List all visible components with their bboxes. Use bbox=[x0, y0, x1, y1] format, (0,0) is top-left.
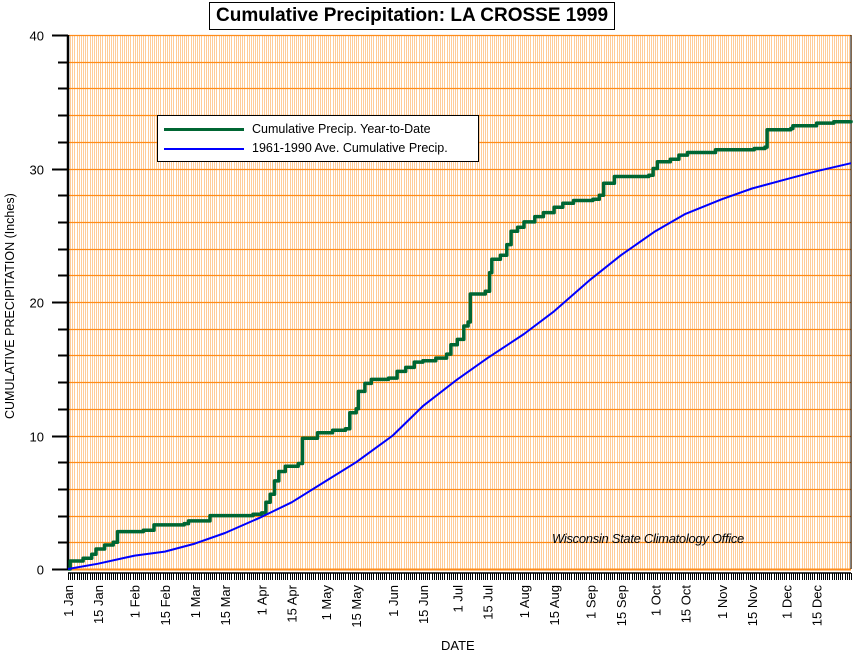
x-tick-label: 1 Jun bbox=[386, 585, 401, 617]
x-tick-label: 1 Apr bbox=[255, 584, 270, 615]
x-tick-label: 1 Mar bbox=[188, 584, 203, 618]
x-tick-label: 1 Nov bbox=[715, 585, 730, 619]
x-tick-label: 1 Jan bbox=[61, 585, 76, 617]
legend-swatch-average bbox=[164, 147, 244, 150]
x-tick-label: 15 Feb bbox=[158, 585, 173, 625]
y-axis-label: CUMULATIVE PRECIPITATION (Inches) bbox=[3, 193, 17, 419]
legend: Cumulative Precip. Year-to-Date 1961-199… bbox=[157, 115, 479, 162]
x-tick-label: 15 Aug bbox=[547, 585, 562, 626]
y-tick-label: 30 bbox=[30, 163, 44, 178]
y-axis-ticks: 0 10 20 30 40 bbox=[30, 29, 68, 578]
x-tick-label: 1 Sep bbox=[584, 585, 599, 619]
x-tick-label: 15 Jan bbox=[91, 585, 106, 624]
x-tick-label: 1 Feb bbox=[128, 585, 143, 618]
x-tick-label: 15 Jun bbox=[416, 585, 431, 624]
x-tick-label: 1 Jul bbox=[450, 585, 465, 613]
legend-label-ytd: Cumulative Precip. Year-to-Date bbox=[252, 122, 431, 136]
chart-title: Cumulative Precipitation: LA CROSSE 1999 bbox=[209, 2, 616, 30]
x-axis-label: DATE bbox=[441, 638, 475, 653]
x-tick-label: 15 Apr bbox=[285, 584, 300, 622]
credit-annotation: Wisconsin State Climatology Office bbox=[552, 531, 744, 546]
x-tick-label: 15 Dec bbox=[810, 585, 825, 627]
x-tick-label: 15 Sep bbox=[614, 585, 629, 626]
legend-item-ytd: Cumulative Precip. Year-to-Date bbox=[164, 121, 431, 137]
x-tick-label: 15 May bbox=[349, 585, 364, 628]
legend-item-average: 1961-1990 Ave. Cumulative Precip. bbox=[164, 140, 448, 156]
y-tick-label: 0 bbox=[37, 563, 44, 578]
x-tick-label: 1 Oct bbox=[648, 585, 663, 616]
series-line-ytd bbox=[68, 120, 853, 571]
series-line-average bbox=[67, 162, 852, 570]
x-axis-ticks: 1 Jan 15 Jan 1 Feb 15 Feb 1 Mar 15 Mar 1 Apr 15… bbox=[61, 572, 852, 628]
legend-label-average: 1961-1990 Ave. Cumulative Precip. bbox=[252, 141, 448, 155]
x-tick-label: 15 Mar bbox=[218, 584, 233, 625]
y-tick-label: 40 bbox=[30, 29, 44, 44]
y-tick-label: 20 bbox=[30, 296, 44, 311]
x-tick-label: 1 Dec bbox=[779, 585, 794, 619]
legend-swatch-ytd bbox=[164, 128, 244, 132]
x-tick-label: 1 Aug bbox=[517, 585, 532, 618]
series-lines bbox=[67, 120, 853, 571]
x-tick-label: 15 Oct bbox=[678, 585, 693, 624]
x-tick-label: 15 Jul bbox=[480, 585, 495, 620]
x-tick-label: 15 Nov bbox=[745, 585, 760, 627]
y-tick-label: 10 bbox=[30, 430, 44, 445]
x-tick-label: 1 May bbox=[319, 585, 334, 621]
